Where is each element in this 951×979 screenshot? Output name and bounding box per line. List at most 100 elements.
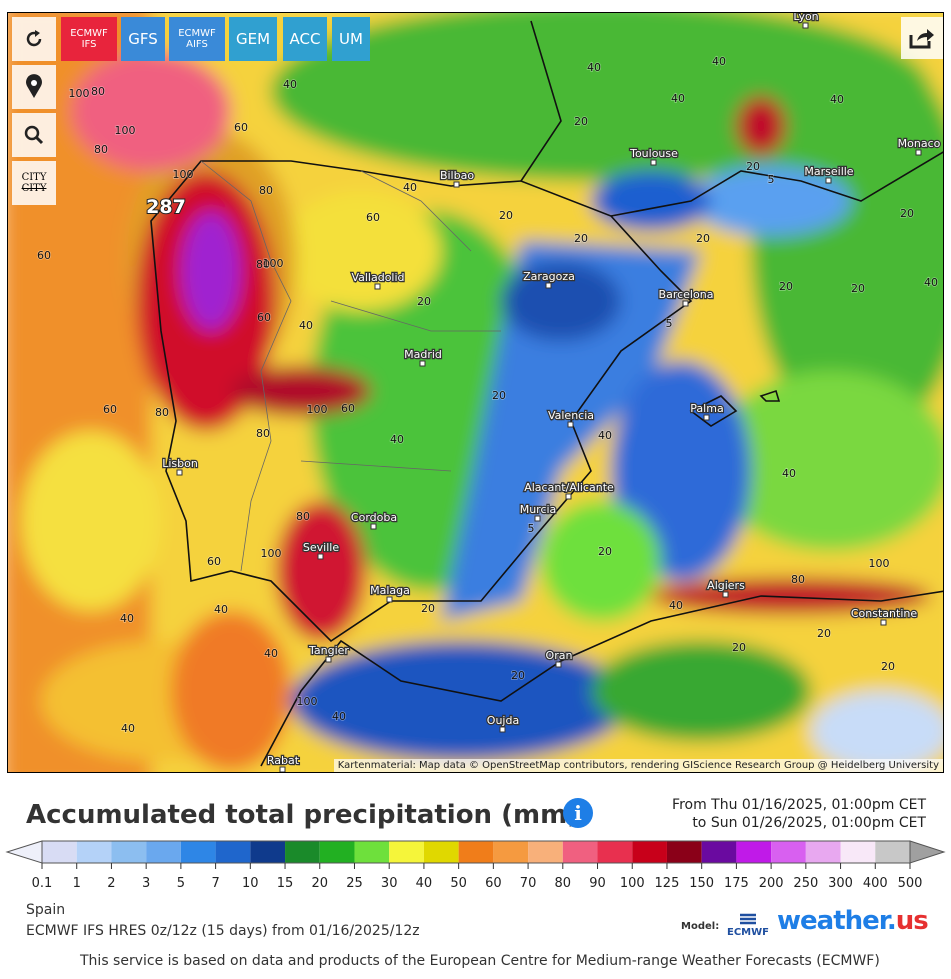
info-button[interactable]: i [563, 798, 593, 828]
map-canvas: Lyon Monaco Toulouse Marseille Bilbao Zaragoz… [8, 13, 943, 772]
map[interactable]: Lyon Monaco Toulouse Marseille Bilbao Zaragoz… [7, 12, 944, 773]
city-label: Madrid [404, 348, 442, 361]
colorbar-cell [528, 841, 563, 863]
colorbar-cell [111, 841, 147, 863]
city-label: CITY [21, 183, 47, 194]
model-button[interactable]: ECMWF IFS [61, 17, 117, 61]
colorbar-label: 175 [724, 876, 749, 891]
contour-label: 20 [417, 295, 431, 308]
city-marker [825, 177, 832, 184]
city-label: Marseille [804, 165, 853, 178]
city-marker [419, 360, 426, 367]
contour-label: 40 [924, 276, 938, 289]
contour-label: 80 [296, 510, 310, 523]
contour-label: 100 [173, 168, 194, 181]
city-label: Lisbon [162, 457, 198, 470]
colorbar-label: 20 [311, 876, 328, 891]
city-label: Cordoba [351, 511, 397, 524]
contour-label: 20 [881, 660, 895, 673]
location-button[interactable] [12, 65, 56, 109]
city-label: CITY [21, 172, 47, 183]
colorbar-label: 2 [107, 876, 115, 891]
colorbar-cell [423, 841, 459, 863]
zoom-button[interactable] [12, 113, 56, 157]
contour-label: 60 [341, 402, 355, 415]
contour-label: 20 [499, 209, 513, 222]
precipitation-field [8, 13, 943, 772]
contour-label: 40 [598, 429, 612, 442]
city-toggle[interactable]: CITY CITY [12, 161, 56, 205]
brand-suffix: us [895, 906, 929, 936]
city-marker [499, 726, 506, 733]
city-label: Malaga [370, 584, 410, 597]
contour-label: 60 [103, 403, 117, 416]
contour-label: 40 [283, 78, 297, 91]
city-marker [682, 300, 689, 307]
city-marker [545, 282, 552, 289]
colorbar-cell [76, 841, 112, 863]
colorbar: 0.1 1 2 3 5 7 10 15 20 25 30 40 50 60 70 80 90 100 125 150 1… [5, 840, 946, 891]
model-button[interactable]: ECMWF AIFS [169, 17, 225, 61]
colorbar-label: 5 [177, 876, 185, 891]
contour-label: 80 [155, 406, 169, 419]
model-button[interactable]: GEM [229, 17, 277, 61]
colorbar-label: 150 [689, 876, 714, 891]
colorbar-label: 3 [142, 876, 150, 891]
contour-label: 40 [669, 599, 683, 612]
refresh-button[interactable] [12, 17, 56, 61]
contour-label: 20 [598, 545, 612, 558]
city-marker [802, 22, 809, 29]
contour-label: 40 [214, 603, 228, 616]
city-marker [370, 523, 377, 530]
city-marker [176, 469, 183, 476]
city-label: Tangier [308, 644, 349, 657]
contour-label: 60 [207, 555, 221, 568]
colorbar-cell [285, 841, 320, 863]
city-label: Monaco [898, 137, 941, 150]
city-label: Rabat [267, 754, 300, 767]
attribution: Kartenmaterial: Map data © OpenStreetMap… [333, 759, 943, 772]
share-button[interactable] [901, 17, 943, 59]
model-button[interactable]: GFS [121, 17, 165, 61]
ecmwf-logo: ECMWF [725, 911, 771, 938]
colorbar-label: 7 [211, 876, 219, 891]
coastlines [150, 20, 943, 767]
colorbar-cell [736, 841, 772, 863]
colorbar-cell [389, 841, 424, 863]
model-button[interactable]: ACC [283, 17, 327, 61]
city-marker [915, 149, 922, 156]
city-label: Barcelona [659, 288, 714, 301]
colorbar-label: 500 [898, 876, 923, 891]
model-button[interactable]: UM [332, 17, 370, 61]
colorbar-label: 70 [520, 876, 537, 891]
colorbar-label: 0.1 [32, 876, 53, 891]
city-label: Toulouse [629, 147, 678, 160]
contour-label: 40 [264, 647, 278, 660]
disclaimer: This service is based on data and produc… [80, 953, 880, 969]
contour-label: 20 [421, 602, 435, 615]
city-marker [555, 661, 562, 668]
contour-label: 20 [900, 207, 914, 220]
city-label: Zaragoza [523, 270, 575, 283]
colorbar-cell [250, 841, 286, 863]
city-marker [567, 421, 574, 428]
brand: weather. [777, 906, 897, 936]
contour-label: 20 [732, 641, 746, 654]
city-label: Bilbao [440, 169, 474, 182]
contour-label: 40 [671, 92, 685, 105]
contour-label: 40 [299, 319, 313, 332]
contour-label: 20 [817, 627, 831, 640]
colorbar-cell [632, 841, 667, 863]
city-marker [880, 619, 887, 626]
colorbar-cell [42, 841, 77, 863]
colorbar-under [5, 840, 43, 864]
contour-label: 100 [869, 557, 890, 570]
contour-label: 100 [115, 124, 136, 137]
contour-label: 80 [94, 143, 108, 156]
city-marker [722, 591, 729, 598]
contour-label: 20 [492, 389, 506, 402]
city-marker [534, 515, 541, 522]
contour-label: 20 [511, 669, 525, 682]
city-label: Algiers [707, 579, 745, 592]
colorbar-cell [701, 841, 737, 863]
